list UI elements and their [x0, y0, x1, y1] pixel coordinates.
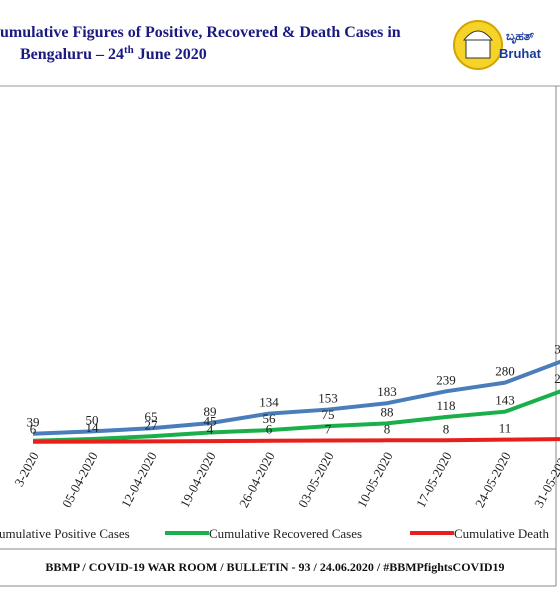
data-label: 89: [204, 404, 217, 419]
data-label: 239: [436, 372, 456, 387]
x-tick-label: 19-04-2020: [177, 449, 219, 510]
logo-building: [465, 39, 491, 59]
title-part: Bengaluru – 24: [20, 46, 124, 63]
logo-dome: [462, 30, 494, 41]
data-label: 8: [443, 421, 450, 436]
data-label: 385: [554, 341, 560, 356]
data-label: 118: [436, 398, 455, 413]
data-label: 88: [381, 404, 394, 419]
data-label: 4: [207, 422, 214, 437]
data-label: 75: [322, 407, 335, 422]
data-label: 134: [259, 395, 279, 410]
series-line: [32, 359, 560, 436]
x-tick-label: 03-05-2020: [295, 449, 337, 510]
series-line: [32, 389, 560, 443]
footer: BBMP / COVID-19 WAR ROOM / BULLETIN - 93…: [45, 560, 504, 574]
data-label: 6: [266, 422, 273, 437]
data-label: 143: [495, 393, 515, 408]
x-tick-label: 05-04-2020: [59, 449, 101, 510]
logo: ಬೃಹತ್ Bruhat: [453, 20, 542, 70]
x-tick-label: 10-05-2020: [354, 449, 396, 510]
x-tick-label: 17-05-2020: [413, 449, 455, 510]
logo-text: ಬೃಹತ್: [506, 29, 535, 45]
data-label: 14: [86, 420, 100, 435]
series-line: [32, 437, 560, 444]
logo-text: Bruhat: [499, 46, 542, 61]
data-label: 50: [86, 412, 99, 427]
data-label: 8: [384, 421, 391, 436]
data-label: 11: [499, 421, 512, 436]
x-tick-label: 3-2020: [11, 449, 42, 489]
title: umulative Figures of Positive, Recovered…: [0, 24, 401, 41]
title-sup: th: [124, 44, 134, 56]
title-part: June 2020: [134, 46, 207, 63]
legend-label: umulative Positive Cases: [0, 526, 130, 541]
data-label: 6: [30, 422, 37, 437]
title: Bengaluru – 24th June 2020: [20, 44, 207, 63]
x-tick-label: 26-04-2020: [236, 449, 278, 510]
data-label: 280: [495, 364, 515, 379]
data-label: 245: [554, 371, 560, 386]
data-label: 45: [204, 413, 217, 428]
data-label: 65: [145, 409, 158, 424]
x-tick-label: 12-04-2020: [118, 449, 160, 510]
data-label: 183: [377, 384, 397, 399]
data-label: 7: [325, 422, 332, 437]
data-label: 153: [318, 391, 338, 406]
x-tick-label: 24-05-2020: [472, 449, 514, 510]
legend-label: Cumulative Recovered Cases: [209, 526, 362, 541]
data-label: 27: [145, 417, 159, 432]
data-label: 39: [27, 415, 40, 430]
legend-label: Cumulative Death: [454, 526, 549, 541]
data-label: 56: [263, 411, 277, 426]
